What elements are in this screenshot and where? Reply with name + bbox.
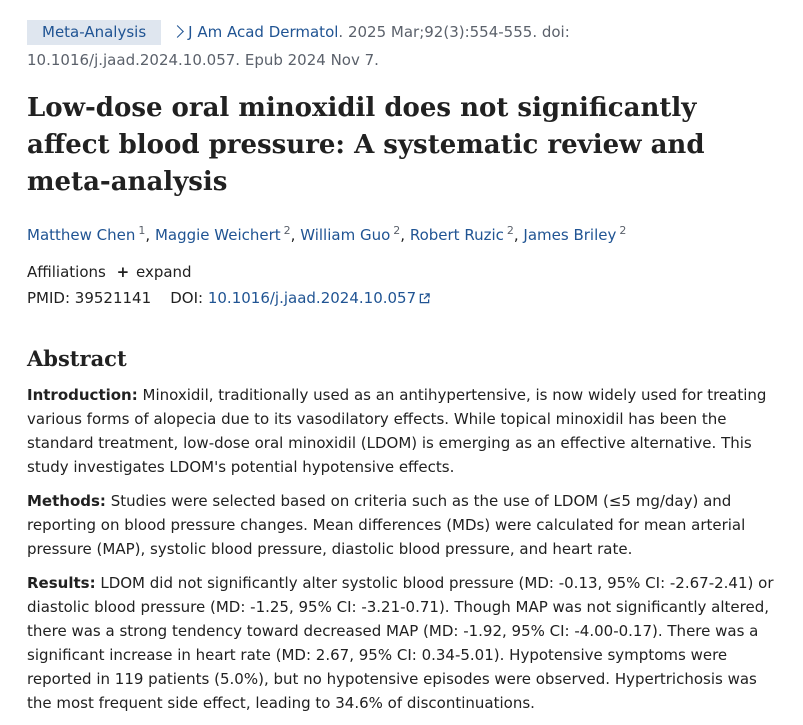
author-affiliation-ref[interactable]: 2 — [283, 224, 291, 237]
abstract-section-introduction: Introduction: Minoxidil, traditionally u… — [27, 383, 779, 479]
section-label: Introduction: — [27, 386, 138, 404]
author-link[interactable]: James Briley — [523, 226, 617, 244]
publication-type-badge[interactable]: Meta-Analysis — [27, 20, 162, 45]
author-link[interactable]: Robert Ruzic — [409, 226, 504, 244]
article-header: Meta-Analysis J Am Acad Dermatol. 2025 Ma… — [27, 18, 779, 725]
pmid-value: 39521141 — [74, 289, 152, 307]
doi-link[interactable]: 10.1016/j.jaad.2024.10.057 — [208, 289, 430, 307]
journal-link[interactable]: J Am Acad Dermatol — [188, 23, 339, 41]
identifiers-row: PMID: 39521141 DOI: 10.1016/j.jaad.2024.… — [27, 285, 779, 311]
section-text: LDOM did not significantly alter systoli… — [27, 574, 774, 712]
doi-label: DOI: — [170, 289, 208, 307]
author-list: Matthew Chen 1, Maggie Weichert 2, William… — [27, 224, 627, 244]
affiliations-expand-toggle[interactable]: + expand — [117, 263, 192, 281]
section-text: Minoxidil, traditionally used as an anti… — [27, 386, 767, 476]
author-link[interactable]: Matthew Chen — [27, 226, 136, 244]
section-text: Studies were selected based on criteria … — [27, 492, 746, 558]
page-title: Low-dose oral minoxidil does not signifi… — [27, 93, 705, 197]
abstract-section-methods: Methods: Studies were selected based on … — [27, 489, 779, 561]
affiliations-row: Affiliations + expand — [27, 259, 779, 285]
section-label: Results: — [27, 574, 96, 592]
expand-label: expand — [135, 263, 192, 281]
external-link-icon — [419, 293, 430, 304]
affiliations-label: Affiliations — [27, 263, 106, 281]
abstract-heading: Abstract — [27, 346, 127, 371]
author-link[interactable]: William Guo — [300, 226, 391, 244]
plus-icon: + — [116, 263, 130, 281]
doi-value: 10.1016/j.jaad.2024.10.057 — [207, 289, 417, 307]
citation-details: . 2025 Mar;92(3):554-555. doi: 10.1016/j… — [27, 23, 570, 69]
author-affiliation-ref[interactable]: 2 — [506, 224, 514, 237]
chevron-right-icon — [171, 25, 185, 38]
citation: Meta-Analysis J Am Acad Dermatol. 2025 Ma… — [27, 18, 779, 74]
section-label: Methods: — [27, 492, 106, 510]
pmid-label: PMID: — [27, 289, 75, 307]
abstract-body: Introduction: Minoxidil, traditionally u… — [27, 383, 779, 715]
author-affiliation-ref[interactable]: 1 — [138, 224, 146, 237]
author-affiliation-ref[interactable]: 2 — [619, 224, 627, 237]
author-affiliation-ref[interactable]: 2 — [393, 224, 401, 237]
author-link[interactable]: Maggie Weichert — [154, 226, 281, 244]
citation-epub: Epub 2024 Nov 7. — [244, 51, 379, 69]
abstract-section-results: Results: LDOM did not significantly alte… — [27, 571, 779, 715]
